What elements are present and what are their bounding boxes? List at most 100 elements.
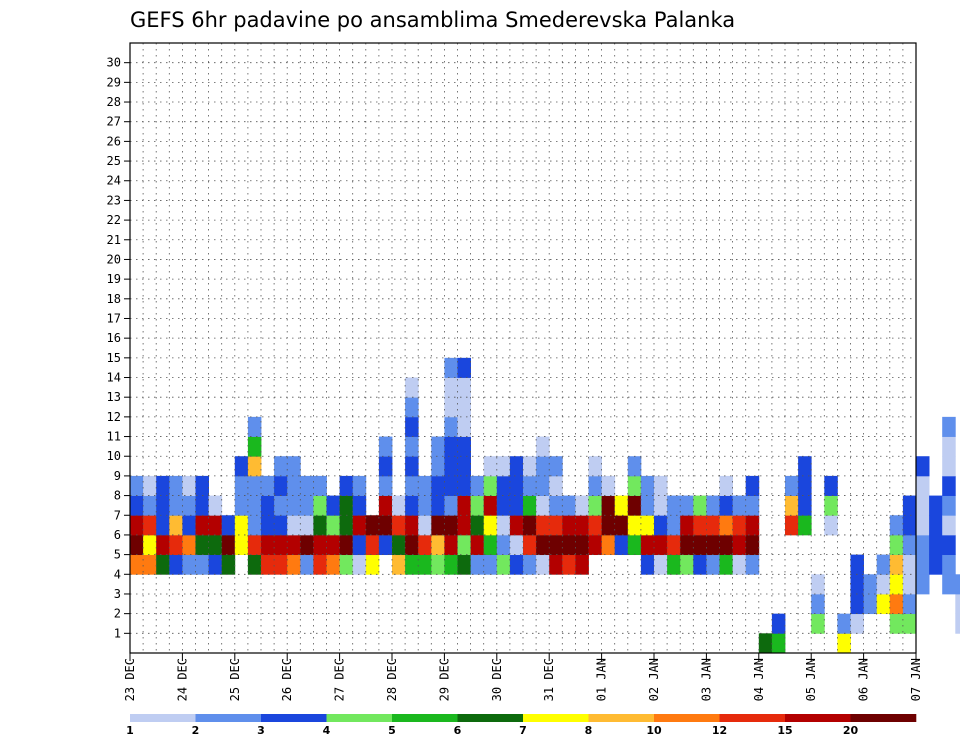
heatmap-cell bbox=[457, 436, 471, 457]
heatmap-cell bbox=[693, 495, 707, 516]
heatmap-cell bbox=[300, 534, 314, 556]
heatmap-cell bbox=[942, 554, 956, 575]
heatmap-cell bbox=[418, 475, 432, 496]
heatmap-cell bbox=[392, 554, 406, 575]
heatmap-cell bbox=[130, 534, 144, 556]
heatmap-cell bbox=[418, 554, 432, 575]
heatmap-cell bbox=[300, 495, 314, 516]
x-tick-label: 25 DEC bbox=[228, 658, 242, 701]
heatmap-cell bbox=[287, 554, 301, 575]
colorbar-label: 20 bbox=[843, 724, 859, 737]
y-tick-label: 8 bbox=[114, 489, 121, 503]
x-tick-label: 01 JAN bbox=[595, 658, 609, 701]
heatmap-cell bbox=[444, 416, 458, 437]
heatmap-cell bbox=[169, 495, 183, 516]
heatmap-cell bbox=[496, 534, 511, 556]
heatmap-cell bbox=[654, 515, 668, 536]
colorbar: 1 2 3 4 5 6 7 8 10 12 15 20 bbox=[126, 714, 917, 737]
heatmap-cell bbox=[706, 554, 720, 575]
heatmap-cell bbox=[627, 456, 642, 477]
x-tick-label: 07 JAN bbox=[909, 658, 923, 701]
heatmap-cell bbox=[588, 456, 602, 477]
heatmap-cell bbox=[457, 554, 471, 575]
heatmap-cell bbox=[405, 495, 419, 516]
heatmap-cell bbox=[208, 554, 223, 575]
heatmap-cell bbox=[640, 515, 655, 536]
heatmap-cell bbox=[405, 554, 419, 575]
heatmap-cell bbox=[863, 593, 878, 615]
heatmap-cell bbox=[588, 495, 602, 516]
colorbar-swatch bbox=[130, 714, 196, 722]
heatmap-cell bbox=[706, 495, 720, 516]
heatmap-cell bbox=[575, 495, 589, 516]
heatmap-cell bbox=[182, 554, 196, 575]
heatmap-cell bbox=[850, 613, 864, 634]
heatmap-cell bbox=[640, 495, 655, 516]
heatmap-cell bbox=[378, 456, 393, 477]
heatmap-cell bbox=[261, 534, 275, 556]
x-tick-label: 30 DEC bbox=[490, 658, 504, 701]
heatmap-cell bbox=[274, 456, 288, 477]
heatmap-cell bbox=[431, 436, 445, 457]
heatmap-cell bbox=[221, 515, 236, 536]
heatmap-cell bbox=[916, 554, 930, 575]
heatmap-cell bbox=[470, 515, 485, 536]
heatmap-cell bbox=[444, 515, 458, 536]
heatmap-cell bbox=[719, 554, 733, 575]
heatmap-cell bbox=[208, 515, 223, 536]
heatmap-cell bbox=[523, 554, 537, 575]
heatmap-cell bbox=[392, 495, 406, 516]
heatmap-cell bbox=[523, 456, 537, 477]
heatmap-cell bbox=[169, 515, 183, 536]
heatmap-cell bbox=[195, 554, 209, 575]
heatmap-cell bbox=[798, 475, 812, 496]
heatmap-cell bbox=[601, 515, 616, 536]
colorbar-swatch bbox=[392, 714, 458, 722]
y-tick-label: 2 bbox=[114, 607, 121, 621]
colorbar-swatch bbox=[850, 714, 917, 722]
heatmap-cell bbox=[431, 475, 445, 496]
heatmap-cell bbox=[195, 534, 209, 556]
heatmap-cell bbox=[667, 495, 681, 516]
heatmap-cell bbox=[418, 515, 432, 536]
y-tick-label: 12 bbox=[107, 410, 121, 424]
heatmap-cell bbox=[693, 515, 707, 536]
x-tick-label: 04 JAN bbox=[752, 658, 766, 701]
heatmap-cell bbox=[326, 495, 340, 516]
heatmap-cell bbox=[902, 495, 917, 516]
heatmap-cell bbox=[313, 475, 327, 496]
heatmap-cell bbox=[536, 436, 550, 457]
heatmap-cell bbox=[326, 534, 340, 556]
x-tick-label: 02 JAN bbox=[647, 658, 661, 701]
colorbar-swatch bbox=[523, 714, 589, 722]
heatmap-cell bbox=[575, 515, 589, 536]
heatmap-cell bbox=[614, 534, 629, 556]
x-tick-label: 31 DEC bbox=[542, 658, 556, 701]
x-tick-label: 27 DEC bbox=[333, 658, 347, 701]
y-tick-label: 14 bbox=[107, 371, 121, 385]
heatmap-cell bbox=[706, 534, 720, 556]
heatmap-cell bbox=[247, 475, 262, 496]
colorbar-label: 7 bbox=[519, 724, 527, 737]
heatmap-cell bbox=[496, 554, 511, 575]
heatmap-cell bbox=[509, 456, 524, 477]
heatmap-cell bbox=[287, 534, 301, 556]
heatmap-cell bbox=[457, 475, 471, 496]
heatmap-cell bbox=[287, 456, 301, 477]
heatmap-cell bbox=[431, 554, 445, 575]
heatmap-cell bbox=[143, 475, 157, 496]
heatmap-cell bbox=[352, 515, 367, 536]
heatmap-cell bbox=[444, 534, 458, 556]
heatmap-cell bbox=[326, 515, 340, 536]
heatmap-cell bbox=[562, 495, 576, 516]
heatmap-cell bbox=[654, 554, 668, 575]
heatmap-cell bbox=[457, 495, 471, 516]
y-tick-label: 5 bbox=[114, 548, 121, 562]
heatmap-cell bbox=[431, 534, 445, 556]
heatmap-cell bbox=[654, 475, 668, 496]
heatmap-cell bbox=[889, 574, 904, 595]
heatmap-cell bbox=[496, 495, 511, 516]
heatmap-cell bbox=[483, 515, 498, 536]
colorbar-label: 2 bbox=[192, 724, 200, 737]
